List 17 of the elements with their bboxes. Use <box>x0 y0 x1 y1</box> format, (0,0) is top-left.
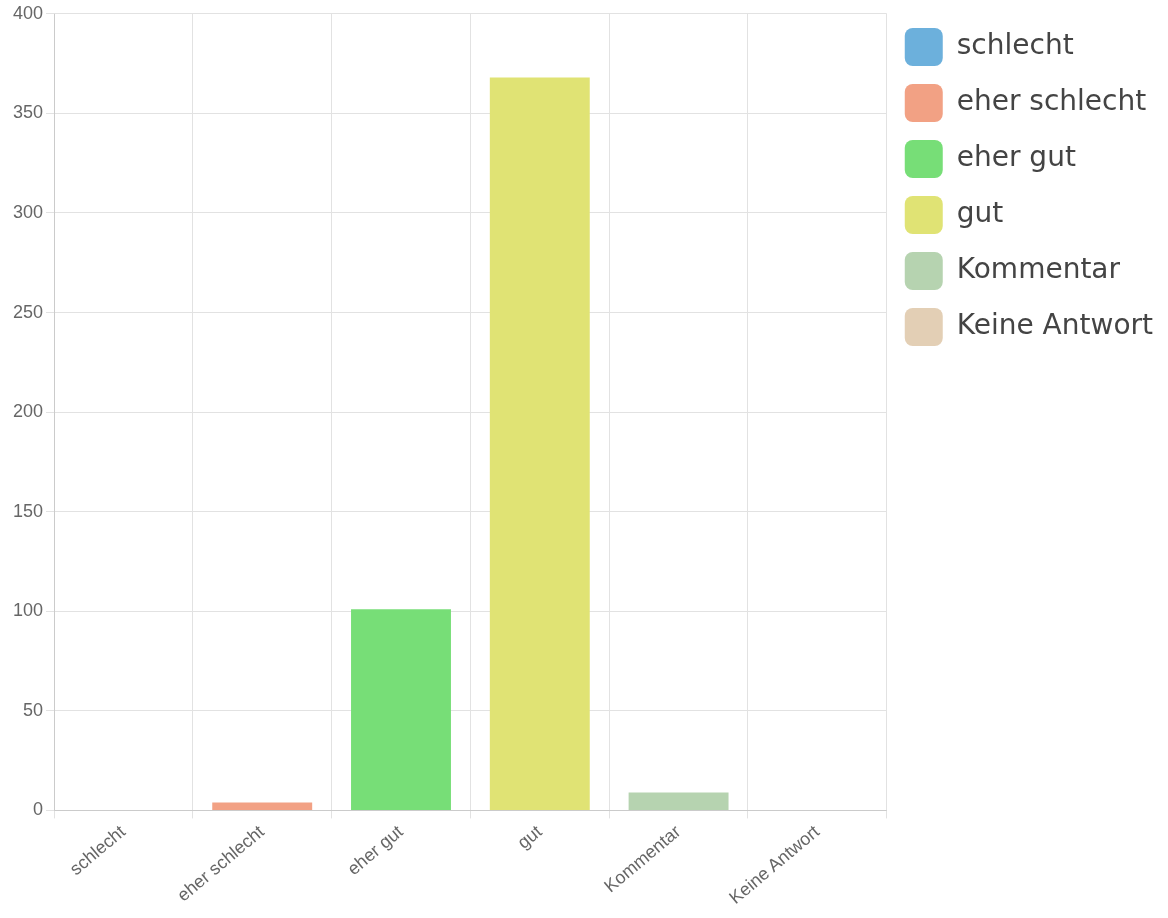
y-tick-label: 200 <box>12 401 44 422</box>
y-tick-label: 150 <box>12 500 44 521</box>
legend-label: schlecht <box>956 28 1074 62</box>
y-tick-label: 350 <box>12 102 44 123</box>
y-tick-label: 100 <box>12 600 44 621</box>
legend-label: eher gut <box>956 140 1076 174</box>
legend-label: Kommentar <box>956 252 1121 286</box>
legend-label: gut <box>956 196 1004 230</box>
y-tick-label: 300 <box>12 201 44 222</box>
y-tick-label: 50 <box>23 699 44 720</box>
y-tick-label: 400 <box>12 2 44 23</box>
y-tick-label: 250 <box>12 301 44 322</box>
legend-label: eher schlecht <box>956 84 1147 118</box>
y-tick-label: 0 <box>33 799 44 820</box>
legend-label: Keine Antwort <box>956 308 1154 342</box>
x-tick-label: gut <box>513 821 546 853</box>
x-tick-label: eher gut <box>343 821 407 879</box>
